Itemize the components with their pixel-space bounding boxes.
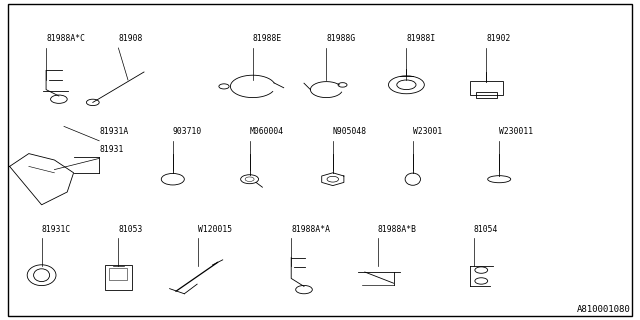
Text: 81902: 81902 (486, 34, 511, 43)
Text: W120015: W120015 (198, 225, 232, 234)
Text: N905048: N905048 (333, 127, 367, 136)
Text: 81988I: 81988I (406, 34, 436, 43)
Text: 81931C: 81931C (42, 225, 71, 234)
Text: 81931A: 81931A (99, 127, 129, 136)
Text: 903710: 903710 (173, 127, 202, 136)
Text: 81988A*A: 81988A*A (291, 225, 330, 234)
Text: 81054: 81054 (474, 225, 498, 234)
Text: W230011: W230011 (499, 127, 533, 136)
Text: 81908: 81908 (118, 34, 143, 43)
Text: A810001080: A810001080 (577, 305, 630, 314)
Text: 81988A*B: 81988A*B (378, 225, 417, 234)
Text: M060004: M060004 (250, 127, 284, 136)
Text: W23001: W23001 (413, 127, 442, 136)
Text: 81931: 81931 (99, 145, 124, 154)
Text: 81053: 81053 (118, 225, 143, 234)
Text: 81988A*C: 81988A*C (46, 34, 85, 43)
Text: 81988E: 81988E (253, 34, 282, 43)
Text: 81988G: 81988G (326, 34, 356, 43)
